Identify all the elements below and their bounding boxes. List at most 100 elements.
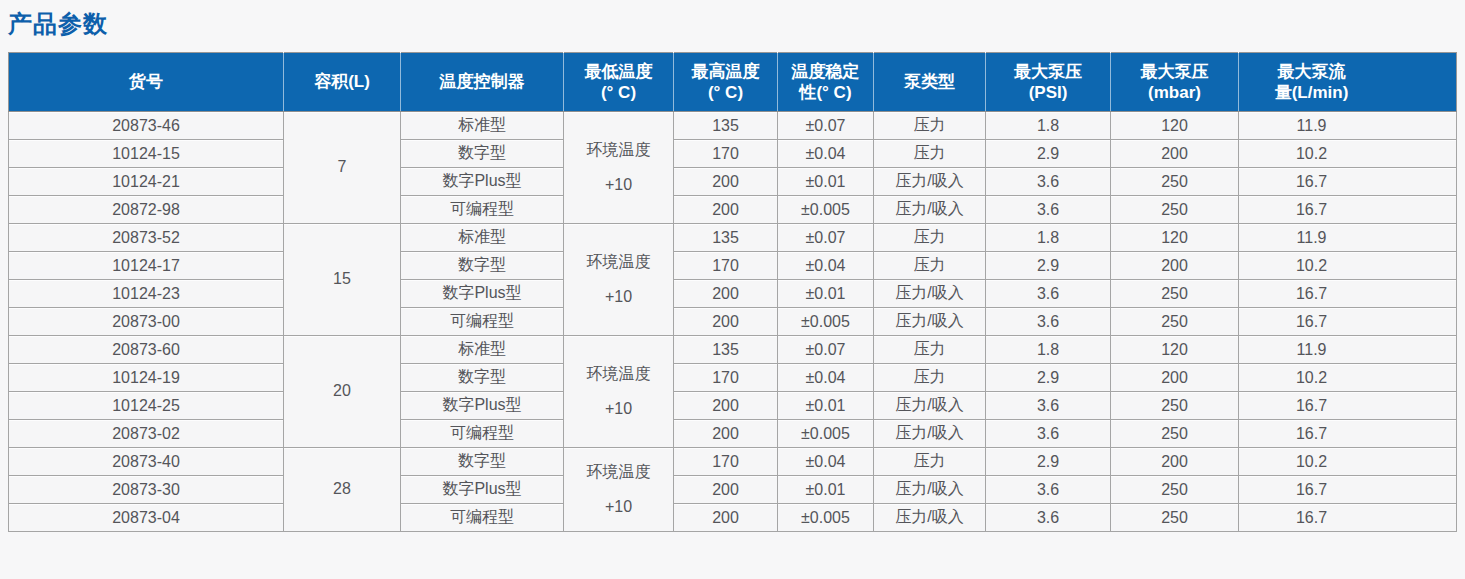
cell-stability: ±0.01: [778, 476, 874, 504]
cell-item-no: 20873-00: [9, 308, 284, 336]
cell-max-flow: 10.2: [1239, 364, 1457, 392]
cell-max-temp: 170: [674, 364, 778, 392]
cell-max-pump-mbar: 120: [1111, 112, 1239, 140]
header-max-flow: 最大泵流 量(L/min): [1239, 53, 1457, 112]
cell-max-flow: 16.7: [1239, 476, 1457, 504]
cell-volume: 20: [284, 336, 401, 448]
cell-controller: 数字Plus型: [401, 392, 564, 420]
table-row: 10124-15 数字型 170 ±0.04 压力 2.9 200 10.2: [9, 140, 1457, 168]
table-row: 20873-52 15 标准型 环境温度 +10 135 ±0.07 压力 1.…: [9, 224, 1457, 252]
table-row: 20873-00 可编程型 200 ±0.005 压力/吸入 3.6 250 1…: [9, 308, 1457, 336]
cell-max-temp: 200: [674, 308, 778, 336]
cell-stability: ±0.07: [778, 336, 874, 364]
cell-item-no: 20873-30: [9, 476, 284, 504]
cell-item-no: 20873-52: [9, 224, 284, 252]
header-pump-type: 泵类型: [874, 53, 986, 112]
cell-max-temp: 135: [674, 224, 778, 252]
cell-max-pump-psi: 3.6: [986, 280, 1111, 308]
cell-item-no: 10124-23: [9, 280, 284, 308]
cell-pump-type: 压力: [874, 252, 986, 280]
cell-max-flow: 11.9: [1239, 112, 1457, 140]
cell-stability: ±0.04: [778, 364, 874, 392]
header-min-temp: 最低温度 (° C): [564, 53, 674, 112]
cell-pump-type: 压力: [874, 364, 986, 392]
cell-max-temp: 170: [674, 448, 778, 476]
cell-max-flow: 11.9: [1239, 224, 1457, 252]
cell-max-flow: 16.7: [1239, 280, 1457, 308]
cell-item-no: 10124-25: [9, 392, 284, 420]
cell-max-pump-psi: 3.6: [986, 476, 1111, 504]
cell-pump-type: 压力/吸入: [874, 280, 986, 308]
table-row: 10124-19 数字型 170 ±0.04 压力 2.9 200 10.2: [9, 364, 1457, 392]
header-row: 货号 容积(L) 温度控制器 最低温度 (° C) 最高温度 (° C) 温度稳…: [9, 53, 1457, 112]
table-row: 10124-23 数字Plus型 200 ±0.01 压力/吸入 3.6 250…: [9, 280, 1457, 308]
cell-controller: 可编程型: [401, 504, 564, 532]
cell-controller: 可编程型: [401, 196, 564, 224]
cell-max-pump-mbar: 250: [1111, 420, 1239, 448]
cell-max-pump-mbar: 120: [1111, 224, 1239, 252]
header-stability: 温度稳定 性(° C): [778, 53, 874, 112]
cell-min-temp: 环境温度 +10: [564, 112, 674, 224]
cell-item-no: 20873-40: [9, 448, 284, 476]
table-row: 20873-60 20 标准型 环境温度 +10 135 ±0.07 压力 1.…: [9, 336, 1457, 364]
cell-item-no: 20873-02: [9, 420, 284, 448]
cell-max-pump-mbar: 250: [1111, 196, 1239, 224]
cell-pump-type: 压力: [874, 336, 986, 364]
header-controller: 温度控制器: [401, 53, 564, 112]
cell-controller: 数字型: [401, 140, 564, 168]
table-row: 20873-02 可编程型 200 ±0.005 压力/吸入 3.6 250 1…: [9, 420, 1457, 448]
cell-controller: 数字型: [401, 364, 564, 392]
cell-max-temp: 200: [674, 476, 778, 504]
cell-max-temp: 135: [674, 336, 778, 364]
table-header: 货号 容积(L) 温度控制器 最低温度 (° C) 最高温度 (° C) 温度稳…: [9, 53, 1457, 112]
cell-controller: 标准型: [401, 224, 564, 252]
cell-max-flow: 10.2: [1239, 140, 1457, 168]
cell-pump-type: 压力/吸入: [874, 196, 986, 224]
cell-volume: 15: [284, 224, 401, 336]
cell-max-temp: 200: [674, 504, 778, 532]
cell-min-temp: 环境温度 +10: [564, 448, 674, 532]
cell-max-pump-psi: 2.9: [986, 448, 1111, 476]
cell-max-pump-mbar: 250: [1111, 476, 1239, 504]
cell-max-pump-psi: 2.9: [986, 252, 1111, 280]
cell-max-flow: 16.7: [1239, 504, 1457, 532]
cell-pump-type: 压力/吸入: [874, 392, 986, 420]
cell-item-no: 10124-21: [9, 168, 284, 196]
header-max-pump-psi: 最大泵压 (PSI): [986, 53, 1111, 112]
cell-max-pump-psi: 2.9: [986, 140, 1111, 168]
cell-max-pump-psi: 3.6: [986, 196, 1111, 224]
cell-max-temp: 170: [674, 140, 778, 168]
cell-controller: 可编程型: [401, 308, 564, 336]
cell-stability: ±0.04: [778, 252, 874, 280]
cell-max-pump-psi: 1.8: [986, 112, 1111, 140]
page-title: 产品参数: [8, 8, 1457, 40]
cell-stability: ±0.07: [778, 112, 874, 140]
cell-pump-type: 压力/吸入: [874, 476, 986, 504]
table-row: 20873-40 28 数字型 环境温度 +10 170 ±0.04 压力 2.…: [9, 448, 1457, 476]
cell-stability: ±0.04: [778, 448, 874, 476]
cell-max-temp: 170: [674, 252, 778, 280]
cell-stability: ±0.04: [778, 140, 874, 168]
cell-max-pump-mbar: 120: [1111, 336, 1239, 364]
cell-stability: ±0.01: [778, 168, 874, 196]
cell-max-flow: 10.2: [1239, 448, 1457, 476]
cell-max-pump-mbar: 250: [1111, 308, 1239, 336]
cell-stability: ±0.01: [778, 280, 874, 308]
cell-max-temp: 135: [674, 112, 778, 140]
cell-max-pump-mbar: 250: [1111, 168, 1239, 196]
cell-max-flow: 16.7: [1239, 168, 1457, 196]
cell-max-temp: 200: [674, 196, 778, 224]
cell-volume: 28: [284, 448, 401, 532]
cell-controller: 数字型: [401, 448, 564, 476]
cell-pump-type: 压力: [874, 224, 986, 252]
table-row: 20872-98 可编程型 200 ±0.005 压力/吸入 3.6 250 1…: [9, 196, 1457, 224]
cell-min-temp: 环境温度 +10: [564, 336, 674, 448]
table-row: 10124-17 数字型 170 ±0.04 压力 2.9 200 10.2: [9, 252, 1457, 280]
cell-controller: 数字型: [401, 252, 564, 280]
cell-controller: 数字Plus型: [401, 476, 564, 504]
cell-pump-type: 压力: [874, 112, 986, 140]
product-parameters-table: 货号 容积(L) 温度控制器 最低温度 (° C) 最高温度 (° C) 温度稳…: [8, 52, 1457, 532]
cell-controller: 可编程型: [401, 420, 564, 448]
cell-max-temp: 200: [674, 280, 778, 308]
cell-max-pump-mbar: 250: [1111, 392, 1239, 420]
